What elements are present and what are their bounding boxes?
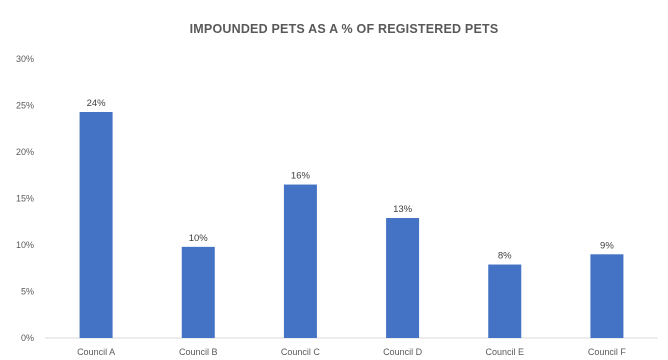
x-tick-label: Council F	[588, 347, 627, 357]
bar	[488, 264, 522, 338]
x-tick-label: Council C	[281, 347, 321, 357]
y-tick-label: 15%	[16, 194, 34, 204]
data-label: 16%	[291, 171, 311, 182]
bar	[181, 246, 215, 338]
x-tick-label: Council A	[77, 347, 115, 357]
data-label: 9%	[600, 240, 614, 251]
y-tick-label: 30%	[16, 54, 34, 64]
bar	[590, 254, 624, 338]
data-label: 8%	[498, 251, 512, 262]
y-tick-label: 25%	[16, 101, 34, 111]
x-tick-label: Council D	[383, 347, 423, 357]
x-tick-label: Council E	[485, 347, 524, 357]
bar	[386, 218, 420, 338]
y-tick-label: 20%	[16, 147, 34, 157]
data-label: 10%	[189, 233, 209, 244]
y-tick-label: 0%	[21, 333, 34, 343]
chart-title: IMPOUNDED PETS AS A % OF REGISTERED PETS	[189, 22, 499, 36]
data-label: 24%	[87, 98, 107, 109]
bar	[283, 184, 317, 338]
data-label: 13%	[393, 204, 413, 215]
x-tick-label: Council B	[179, 347, 218, 357]
bar	[79, 112, 113, 338]
y-tick-label: 5%	[21, 287, 34, 297]
y-tick-label: 10%	[16, 240, 34, 250]
